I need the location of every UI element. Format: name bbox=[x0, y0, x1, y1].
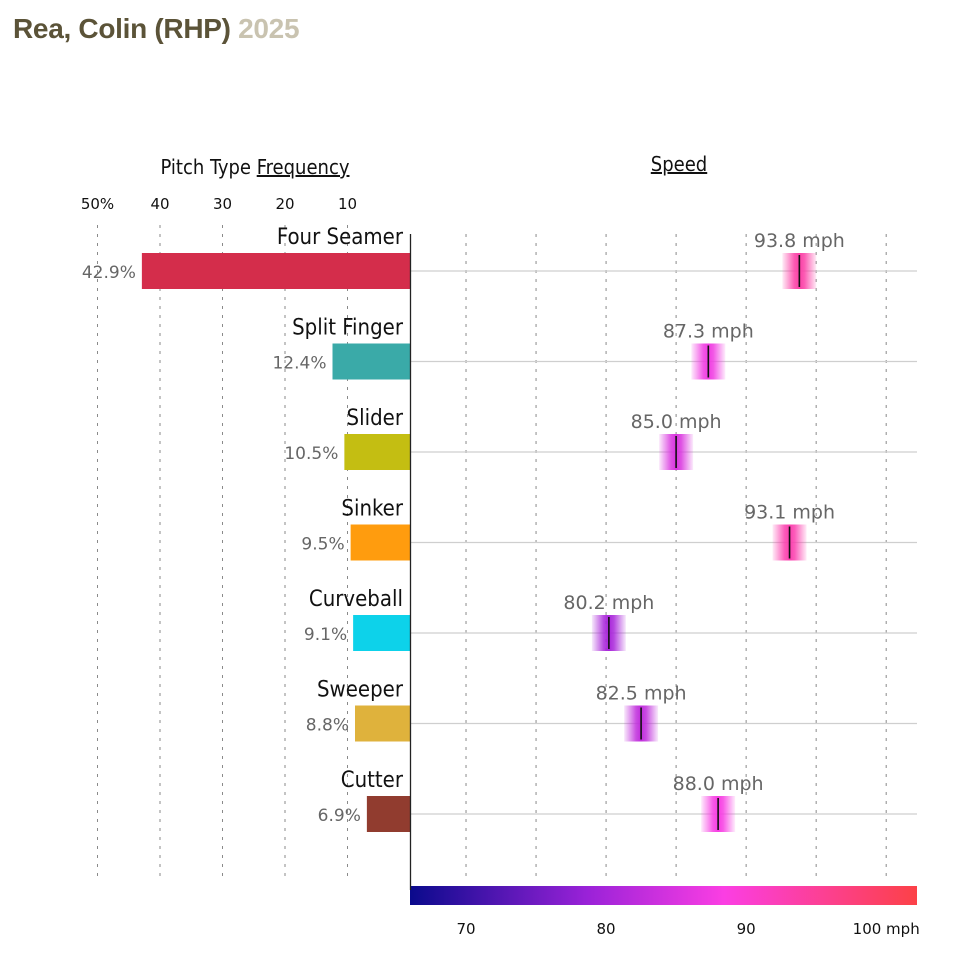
frequency-tick-label: 50% bbox=[81, 195, 114, 213]
frequency-value-label: 42.9% bbox=[82, 263, 136, 283]
speed-value-label: 87.3 mph bbox=[663, 321, 754, 343]
frequency-tick-label: 30 bbox=[213, 195, 232, 213]
pitch-row: Curveball 9.1% 80.2 mph bbox=[304, 587, 917, 651]
frequency-value-label: 9.1% bbox=[304, 625, 347, 645]
speed-header[interactable]: Speed bbox=[651, 152, 707, 176]
frequency-bar[interactable] bbox=[141, 253, 410, 289]
frequency-bar[interactable] bbox=[344, 434, 410, 470]
speed-color-scale bbox=[410, 886, 917, 905]
pitch-row: Split Finger 12.4% 87.3 mph bbox=[272, 316, 917, 380]
speed-tick-label: 100 mph bbox=[853, 920, 920, 938]
frequency-value-label: 12.4% bbox=[272, 354, 326, 374]
pitch-name: Sinker bbox=[341, 497, 403, 522]
frequency-bar[interactable] bbox=[353, 615, 410, 651]
speed-value-label: 82.5 mph bbox=[596, 683, 687, 705]
speed-value-label: 85.0 mph bbox=[631, 411, 722, 433]
speed-value-label: 93.1 mph bbox=[744, 502, 835, 524]
pitch-row: Four Seamer 42.9% 93.8 mph bbox=[82, 225, 917, 289]
speed-value-label: 88.0 mph bbox=[673, 773, 764, 795]
frequency-header-link[interactable]: Frequency bbox=[257, 155, 350, 179]
frequency-bar[interactable] bbox=[366, 796, 410, 832]
frequency-value-label: 10.5% bbox=[284, 444, 338, 464]
pitch-name: Curveball bbox=[309, 587, 403, 612]
pitch-name: Split Finger bbox=[292, 316, 404, 341]
frequency-tick-label: 20 bbox=[275, 195, 294, 213]
speed-value-label: 80.2 mph bbox=[563, 592, 654, 614]
frequency-bar[interactable] bbox=[350, 524, 410, 561]
speed-value-label: 93.8 mph bbox=[754, 230, 845, 252]
frequency-value-label: 6.9% bbox=[318, 806, 361, 826]
pitch-row: Sweeper 8.8% 82.5 mph bbox=[306, 678, 917, 742]
pitch-row: Cutter 6.9% 88.0 mph bbox=[318, 768, 917, 832]
frequency-header: Pitch Type Frequency bbox=[161, 155, 350, 179]
pitch-row: Slider 10.5% 85.0 mph bbox=[284, 406, 917, 470]
season-year: 2025 bbox=[238, 13, 300, 44]
pitch-name: Slider bbox=[347, 406, 404, 431]
frequency-bar[interactable] bbox=[355, 705, 410, 742]
page-title: Rea, Colin (RHP) 2025 bbox=[13, 13, 300, 45]
frequency-bar[interactable] bbox=[332, 343, 411, 380]
speed-tick-label: 80 bbox=[597, 920, 616, 938]
pitch-name: Cutter bbox=[341, 768, 404, 793]
pitch-name: Sweeper bbox=[317, 678, 404, 703]
speed-tick-label: 70 bbox=[456, 920, 475, 938]
pitch-row: Sinker 9.5% 93.1 mph bbox=[301, 497, 917, 561]
speed-tick-label: 90 bbox=[737, 920, 756, 938]
frequency-value-label: 8.8% bbox=[306, 716, 349, 736]
pitcher-name: Rea, Colin (RHP) bbox=[13, 13, 231, 44]
pitch-name: Four Seamer bbox=[277, 225, 404, 250]
frequency-tick-label: 40 bbox=[150, 195, 169, 213]
frequency-value-label: 9.5% bbox=[301, 535, 344, 555]
frequency-tick-label: 10 bbox=[338, 195, 357, 213]
